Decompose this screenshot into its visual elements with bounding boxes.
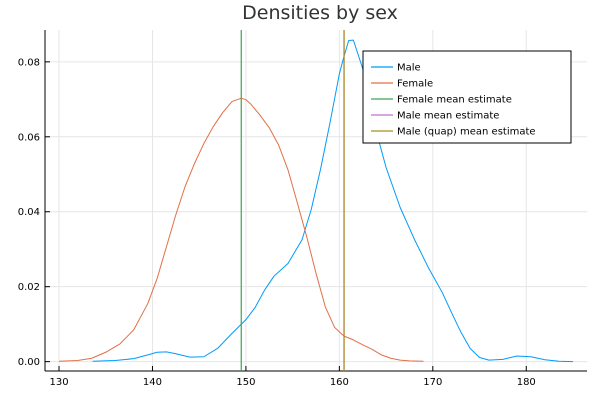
- mean-lines: [240, 30, 345, 371]
- x-ticks: 130 140 150 160 170 180: [49, 366, 536, 388]
- y-tick-label: 0.00: [18, 357, 40, 368]
- legend: Male Female Female mean estimate Male mean …: [362, 50, 572, 144]
- legend-box: [362, 50, 572, 144]
- legend-label: Male (quap) mean estimate: [397, 127, 536, 138]
- legend-label: Male: [397, 63, 421, 74]
- y-tick-label: 0.02: [18, 282, 40, 293]
- x-tick-label: 150: [236, 377, 255, 388]
- y-tick-label: 0.04: [18, 207, 40, 218]
- x-tick-label: 180: [517, 377, 536, 388]
- legend-label: Female mean estimate: [397, 95, 512, 106]
- series-line-female: [58, 97, 424, 362]
- axes: [44, 30, 587, 372]
- x-tick-label: 170: [423, 377, 442, 388]
- series: [58, 39, 573, 363]
- x-tick-label: 160: [330, 377, 349, 388]
- series-line-male: [92, 39, 573, 363]
- chart-title: Densities by sex: [242, 2, 398, 24]
- legend-label: Female: [397, 79, 433, 90]
- y-tick-label: 0.08: [18, 57, 40, 68]
- x-tick-label: 130: [49, 377, 68, 388]
- x-tick-label: 140: [143, 377, 162, 388]
- legend-label: Male mean estimate: [397, 111, 499, 122]
- y-ticks: 0.00 0.02 0.04 0.06 0.08: [18, 57, 50, 368]
- y-tick-label: 0.06: [18, 132, 40, 143]
